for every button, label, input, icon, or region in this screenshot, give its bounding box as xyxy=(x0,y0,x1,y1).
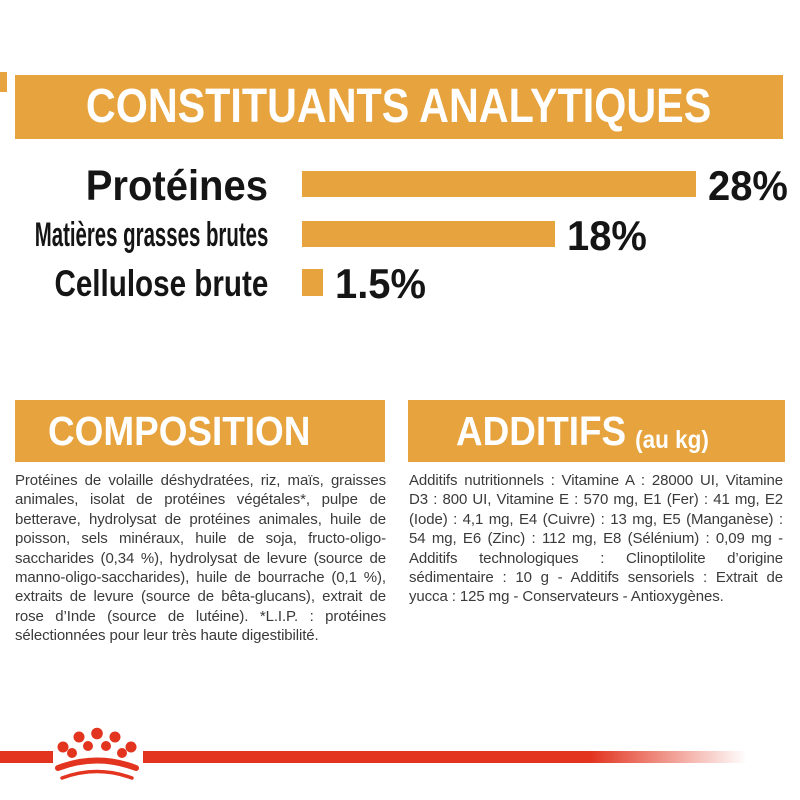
additifs-header: ADDITIFS (au kg) xyxy=(408,400,785,462)
bar-matieres-grasses xyxy=(302,221,555,247)
bar-label-proteines: Protéines xyxy=(85,162,268,210)
additifs-title-suffix: (au kg) xyxy=(635,425,709,454)
footer-red-band-left xyxy=(0,751,53,763)
bar-value-matieres-grasses: 18% xyxy=(567,212,647,259)
page-title: CONSTITUANTS ANALYTIQUES xyxy=(86,80,712,133)
composition-header: COMPOSITION xyxy=(15,400,385,462)
additifs-body: Additifs nutritionnels : Vitamine A : 28… xyxy=(409,472,783,606)
bar-cellulose xyxy=(302,269,323,296)
royal-canin-crown-icon xyxy=(55,727,139,780)
bleed-sliver xyxy=(0,72,7,92)
bar-value-cellulose: 1.5% xyxy=(335,260,426,307)
composition-title: COMPOSITION xyxy=(48,407,311,454)
bar-proteines xyxy=(302,171,696,197)
bar-value-proteines: 28% xyxy=(708,162,788,209)
bar-label-cellulose: Cellulose brute xyxy=(54,263,268,304)
analytical-constituents-header: CONSTITUANTS ANALYTIQUES xyxy=(15,75,783,139)
composition-body: Protéines de volaille déshydratées, riz,… xyxy=(15,472,386,645)
footer-red-band-right xyxy=(143,751,747,763)
bar-label-matieres-grasses: Matières grasses brutes xyxy=(34,216,268,254)
additifs-title: ADDITIFS (au kg) xyxy=(456,407,709,454)
